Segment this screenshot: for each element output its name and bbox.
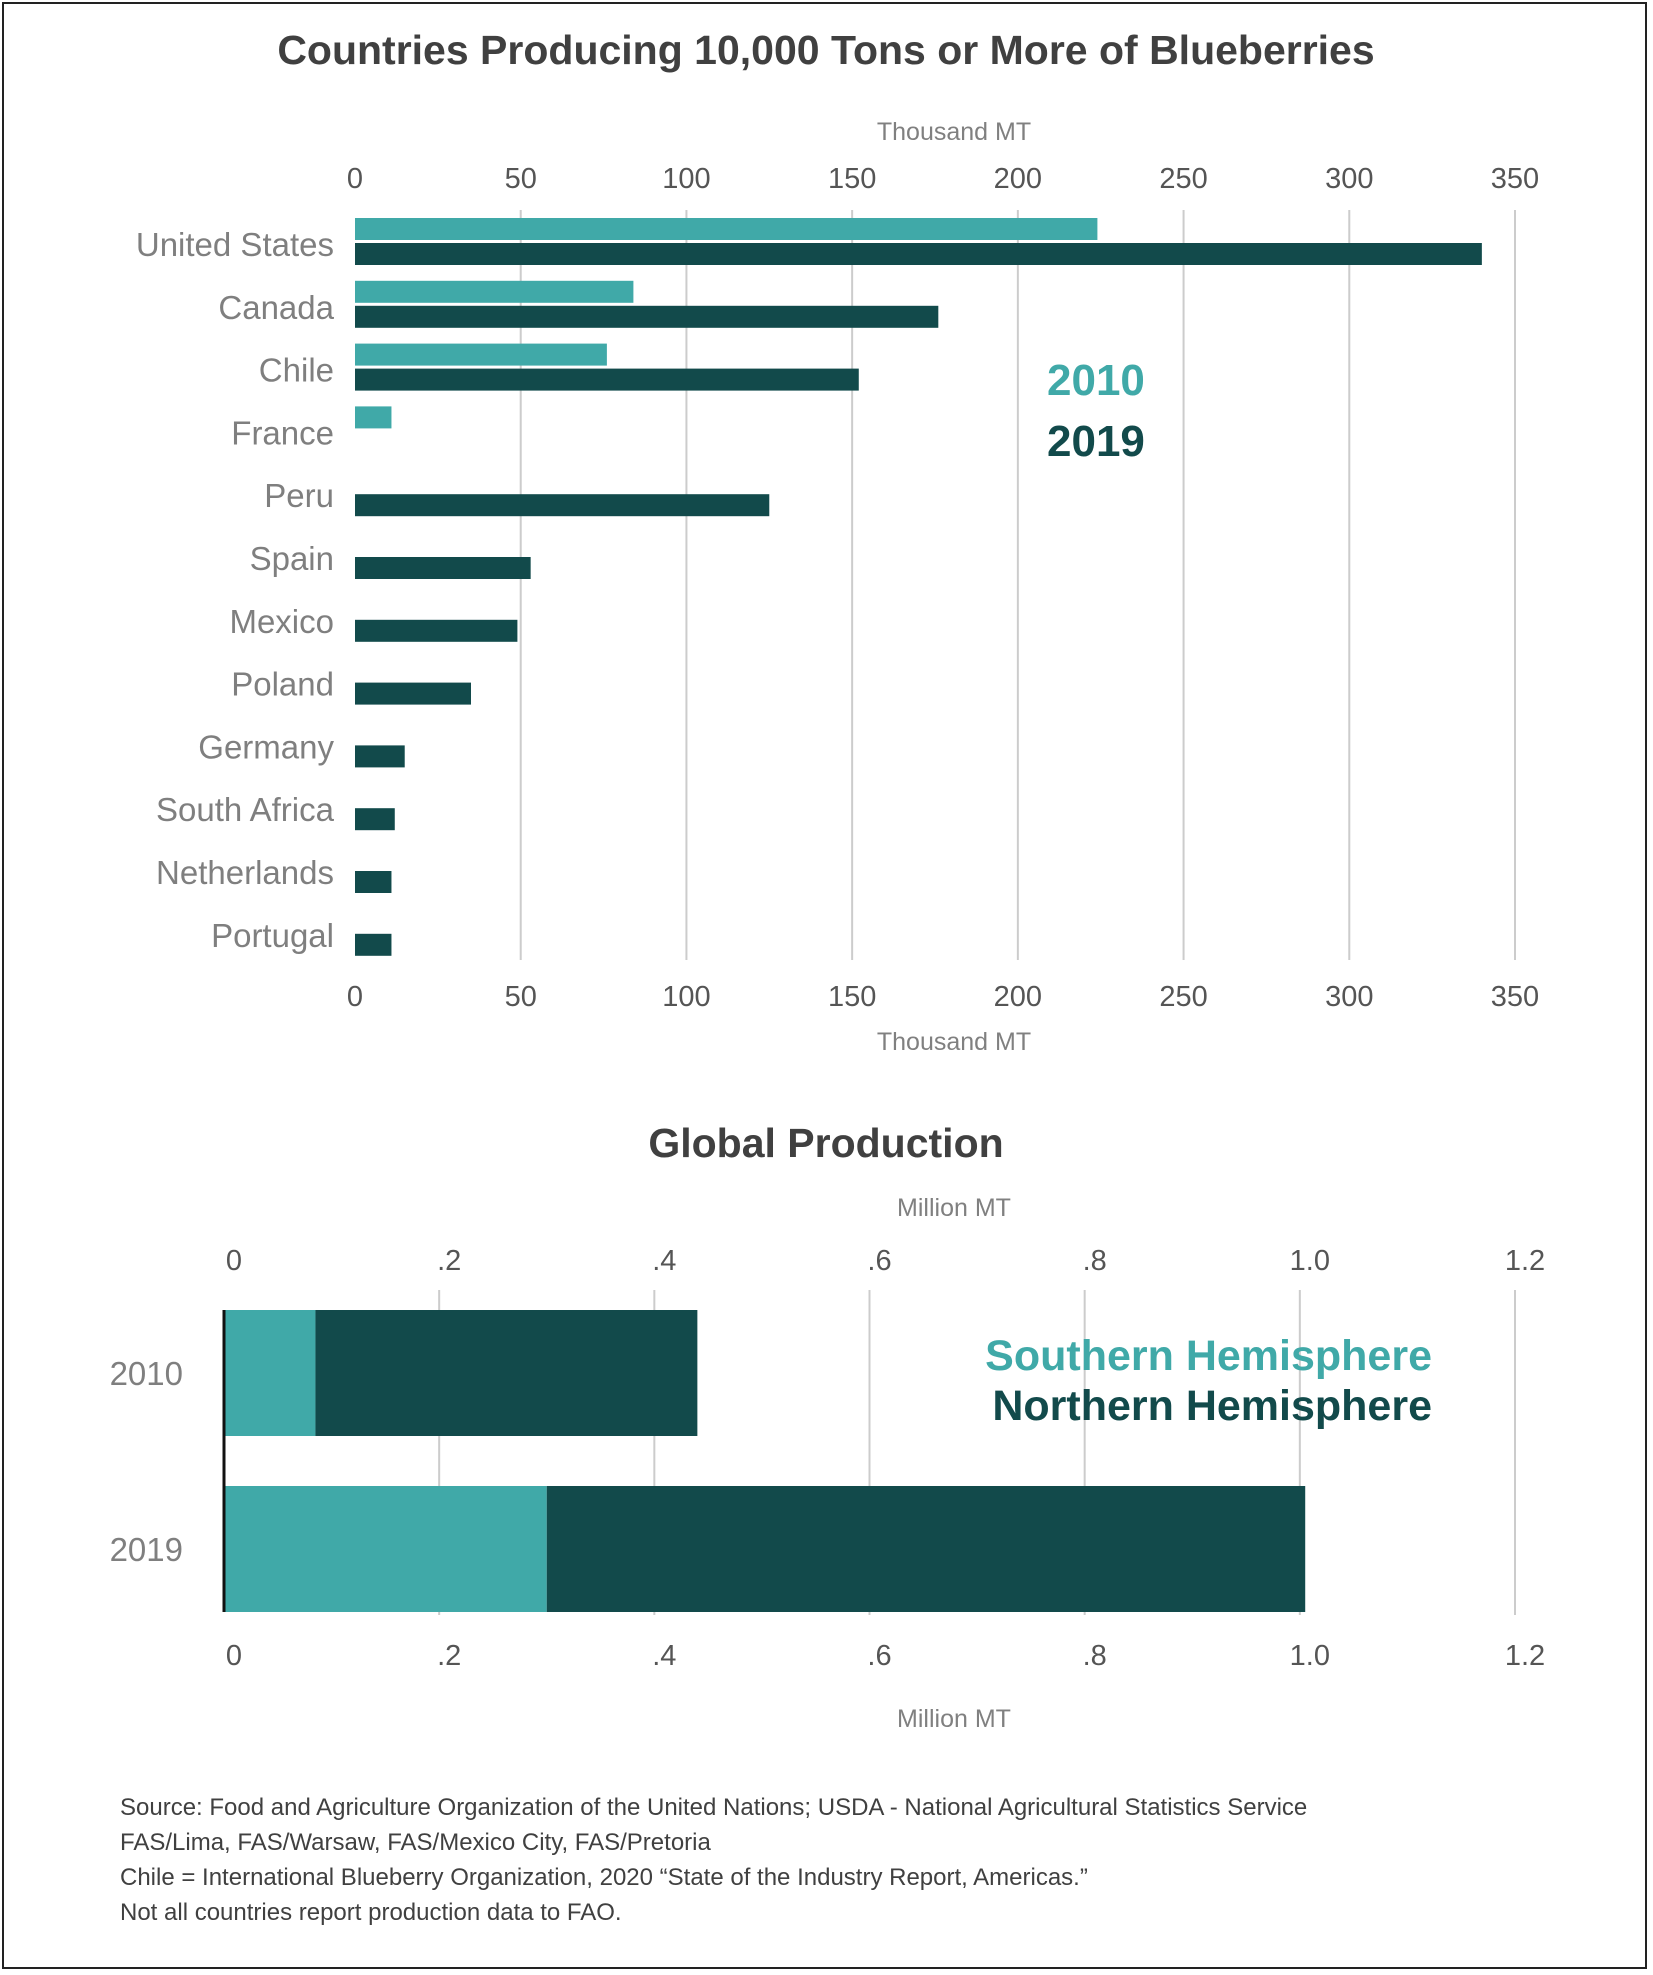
global-x-axis-label-bottom: Million MT — [897, 1705, 1011, 1733]
global-x-axis-label-top: Million MT — [897, 1194, 1011, 1222]
global-chart-title: Global Production — [648, 1120, 1003, 1166]
legend-southern-hemisphere: Southern Hemisphere — [985, 1332, 1432, 1380]
x-axis-label-bottom: Thousand MT — [877, 1028, 1031, 1056]
x-axis-label-top: Thousand MT — [877, 118, 1031, 146]
global-tick-label-bottom: .2 — [437, 1640, 461, 1672]
bar-2019 — [355, 305, 939, 328]
global-tick-label-top: 1.0 — [1290, 1245, 1330, 1277]
stacked-bar-northern-hemisphere — [315, 1310, 698, 1436]
tick-label-bottom: 0 — [347, 981, 363, 1013]
tick-label-top: 350 — [1491, 163, 1539, 195]
bar-2019 — [355, 871, 392, 893]
global-tick-label-bottom: 0 — [226, 1640, 242, 1672]
global-tick-label-bottom: .4 — [652, 1640, 676, 1672]
bar-2010 — [355, 406, 392, 429]
category-label: South Africa — [156, 791, 335, 828]
tick-label-top: 50 — [505, 163, 537, 195]
global-category-labels: 2010 2019 — [110, 1355, 183, 1568]
stacked-bar-southern-hemisphere — [224, 1486, 547, 1612]
tick-label-top: 200 — [994, 163, 1042, 195]
tick-label-bottom: 200 — [994, 981, 1042, 1013]
source-line: Not all countries report production data… — [120, 1899, 622, 1926]
global-tick-label-bottom: .8 — [1083, 1640, 1107, 1672]
category-label: Chile — [259, 352, 334, 389]
tick-label-bottom: 100 — [662, 981, 710, 1013]
category-label: Canada — [218, 289, 334, 326]
tick-label-top: 100 — [662, 163, 710, 195]
global-tick-labels: 0 0 .2 .2 .4 .4 .6 .6 .8 .8 1.0 1.0 1.2 1.2 — [226, 1245, 1545, 1672]
category-labels: United States Canada Chile France Peru Spain M… — [136, 226, 335, 954]
bar-2019 — [355, 619, 518, 642]
global-tick-label-top: .6 — [867, 1245, 891, 1277]
bars — [355, 218, 1482, 956]
global-production-chart: Global Production Million MT Million MT … — [110, 1120, 1546, 1733]
bar-2019 — [355, 368, 859, 391]
category-label: Peru — [264, 477, 334, 514]
stacked-bar-southern-hemisphere — [224, 1310, 316, 1436]
bar-2019 — [355, 933, 392, 956]
category-label: France — [231, 414, 334, 451]
category-label: Poland — [231, 666, 334, 703]
tick-label-bottom: 50 — [505, 981, 537, 1013]
source-notes: Source: Food and Agriculture Organizatio… — [120, 1790, 1600, 1930]
legend-northern-hemisphere: Northern Hemisphere — [992, 1382, 1432, 1430]
country-production-chart: Countries Producing 10,000 Tons or More … — [136, 27, 1539, 1056]
legend-2010: 2010 — [1047, 356, 1145, 405]
chart-title: Countries Producing 10,000 Tons or More … — [277, 27, 1374, 73]
category-label: Portugal — [211, 917, 334, 954]
source-line: FAS/Lima, FAS/Warsaw, FAS/Mexico City, F… — [120, 1829, 711, 1856]
global-tick-label-top: 1.2 — [1505, 1245, 1545, 1277]
source-line: Source: Food and Agriculture Organizatio… — [120, 1794, 1308, 1821]
bar-2019 — [355, 557, 531, 579]
tick-label-bottom: 350 — [1491, 981, 1539, 1013]
tick-label-bottom: 150 — [828, 981, 876, 1013]
gridlines — [519, 210, 1516, 960]
tick-label-bottom: 250 — [1159, 981, 1207, 1013]
global-tick-label-bottom: .6 — [867, 1640, 891, 1672]
bar-2019 — [355, 494, 770, 517]
tick-label-top: 150 — [828, 163, 876, 195]
global-category-label: 2010 — [110, 1355, 183, 1392]
tick-label-top: 0 — [347, 163, 363, 195]
stacked-bar-northern-hemisphere — [546, 1486, 1306, 1612]
global-tick-label-top: .4 — [652, 1245, 676, 1277]
category-label: Germany — [198, 728, 334, 765]
global-tick-label-top: 0 — [226, 1245, 242, 1277]
category-label: Netherlands — [156, 854, 334, 891]
global-tick-label-bottom: 1.2 — [1505, 1640, 1545, 1672]
bar-2019 — [355, 745, 405, 768]
tick-labels: 0 0 50 50 100 100 150 150 200 200 250 250 300 300 350 3… — [347, 163, 1539, 1013]
category-label: Spain — [250, 540, 334, 577]
global-bars — [224, 1310, 1306, 1612]
category-label: United States — [136, 226, 334, 263]
bar-2019 — [355, 243, 1482, 265]
bar-2019 — [355, 682, 471, 705]
tick-label-bottom: 300 — [1325, 981, 1373, 1013]
bar-2019 — [355, 808, 395, 831]
global-tick-label-top: .2 — [437, 1245, 461, 1277]
bar-2010 — [355, 343, 607, 366]
global-category-label: 2019 — [110, 1531, 183, 1568]
global-tick-label-bottom: 1.0 — [1290, 1640, 1330, 1672]
global-tick-label-top: .8 — [1083, 1245, 1107, 1277]
tick-label-top: 300 — [1325, 163, 1373, 195]
bar-2010 — [355, 280, 634, 303]
category-label: Mexico — [229, 603, 334, 640]
legend-2019: 2019 — [1047, 417, 1145, 466]
tick-label-top: 250 — [1159, 163, 1207, 195]
source-line: Chile = International Blueberry Organiza… — [120, 1864, 1088, 1891]
bar-2010 — [355, 218, 1098, 240]
